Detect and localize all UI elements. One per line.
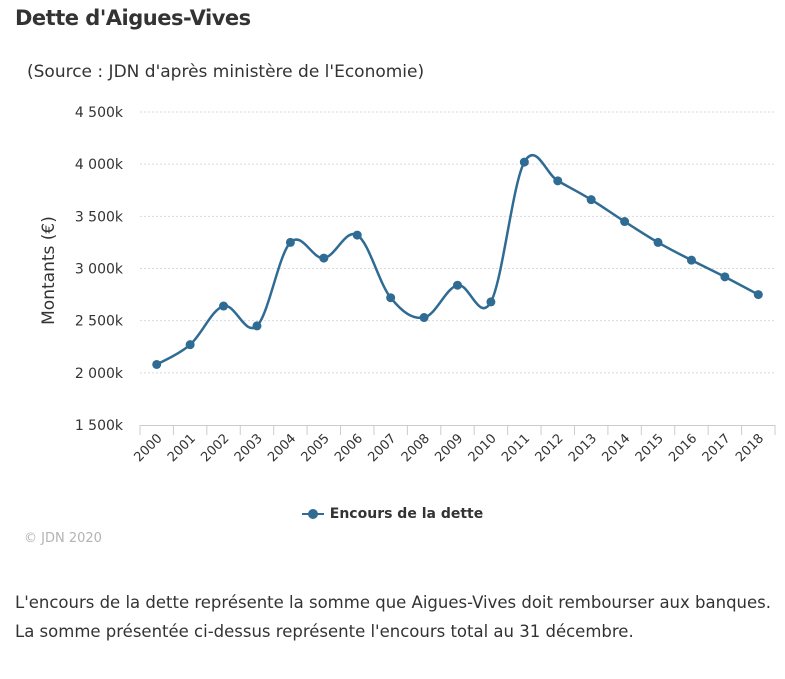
x-tick-label: 2011 (499, 431, 533, 465)
chart-description: L'encours de la dette représente la somm… (15, 593, 771, 641)
data-point (486, 297, 496, 307)
series-line-encours (156, 153, 759, 366)
data-point (152, 359, 162, 369)
x-tick-label: 2012 (533, 431, 567, 465)
x-tick-label: 2003 (232, 431, 266, 465)
x-tick-label: 2000 (132, 431, 166, 465)
chart-legend[interactable]: Encours de la dette (0, 506, 785, 522)
y-tick-label: 4 000k (75, 157, 124, 173)
x-tick-label: 2013 (566, 431, 600, 465)
y-tick-label: 2 000k (75, 366, 124, 382)
data-point (586, 195, 596, 205)
data-point (285, 237, 295, 247)
chart-title: Dette d'Aigues-Vives (15, 6, 251, 30)
data-point (252, 321, 262, 331)
legend-label: Encours de la dette (329, 506, 484, 522)
y-tick-label: 2 500k (75, 314, 124, 330)
data-point (185, 340, 195, 350)
x-tick-label: 2017 (700, 431, 734, 465)
x-tick-label: 2005 (299, 431, 333, 465)
data-point (753, 290, 763, 300)
data-point (653, 237, 663, 247)
data-point (319, 253, 329, 263)
debt-line-chart: 1 500k 2 000k 2 500k 3 000k 3 500k 4 000k 4 50… (39, 105, 776, 465)
data-point (419, 313, 429, 323)
x-tick-label: 2002 (198, 431, 232, 465)
y-tick-label: 1 500k (75, 418, 124, 434)
data-point (453, 280, 462, 290)
chart-subtitle: (Source : JDN d'après ministère de l'Eco… (27, 62, 425, 82)
legend-line-marker-icon (301, 508, 324, 520)
y-tick-label: 3 000k (75, 262, 124, 278)
x-tick-label: 2014 (599, 431, 633, 465)
x-tick-label: 2001 (165, 431, 199, 465)
data-point (219, 301, 229, 311)
x-tick-label: 2007 (365, 431, 399, 465)
data-point (519, 157, 529, 167)
x-tick-label: 2010 (466, 431, 500, 465)
data-point (386, 293, 396, 303)
chart-credit: © JDN 2020 (24, 531, 102, 546)
data-point (352, 230, 362, 240)
data-point (553, 176, 563, 186)
y-tick-label: 3 500k (75, 209, 124, 225)
data-point (620, 217, 630, 227)
y-tick-label: 4 500k (75, 105, 124, 121)
x-tick-label: 2018 (733, 431, 767, 465)
x-tick-label: 2008 (399, 431, 433, 465)
x-tick-label: 2015 (633, 431, 667, 465)
x-tick-label: 2004 (265, 431, 299, 465)
data-point (686, 255, 696, 265)
data-point (720, 272, 730, 282)
y-axis-title: Montants (€) (39, 216, 59, 325)
x-tick-label: 2009 (432, 431, 466, 465)
x-tick-label: 2006 (332, 431, 366, 465)
x-tick-label: 2016 (666, 431, 700, 465)
